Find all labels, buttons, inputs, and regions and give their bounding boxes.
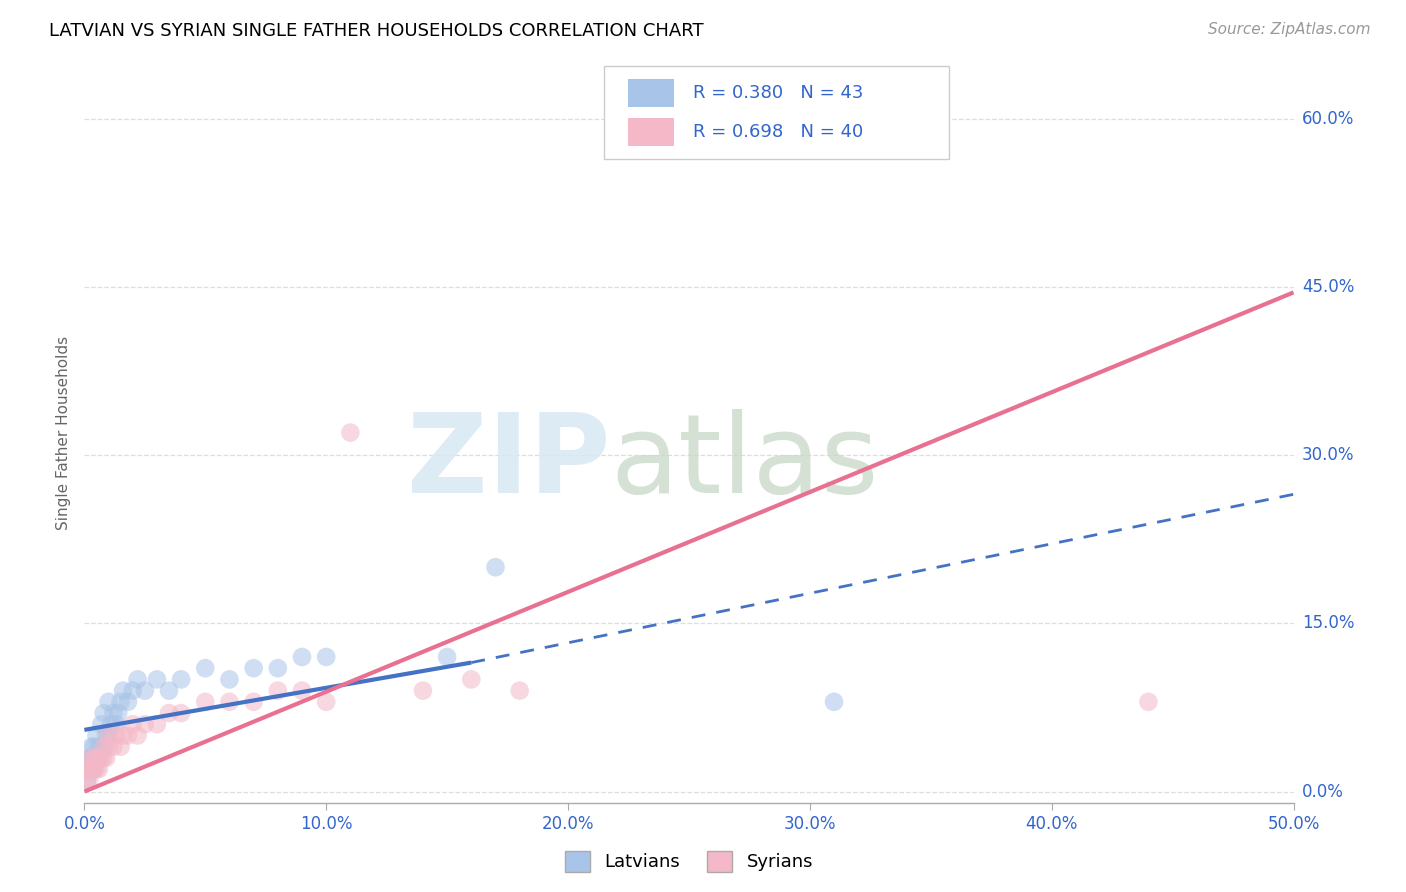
Point	[97, 739, 120, 754]
Point	[157, 683, 180, 698]
Bar	[628, 78, 675, 107]
FancyBboxPatch shape	[605, 66, 949, 159]
Point	[242, 695, 264, 709]
Point	[146, 673, 169, 687]
Point	[484, 560, 506, 574]
Point	[121, 683, 143, 698]
Point	[110, 739, 132, 754]
Point	[315, 695, 337, 709]
Point	[218, 673, 240, 687]
Point	[97, 695, 120, 709]
Point	[97, 729, 120, 743]
Text: 45.0%: 45.0%	[1302, 277, 1354, 296]
Point	[267, 683, 290, 698]
Point	[103, 739, 125, 754]
Point	[86, 762, 108, 776]
Point	[80, 751, 103, 765]
Point	[127, 729, 149, 743]
Point	[117, 729, 139, 743]
Point	[134, 717, 156, 731]
Text: LATVIAN VS SYRIAN SINGLE FATHER HOUSEHOLDS CORRELATION CHART: LATVIAN VS SYRIAN SINGLE FATHER HOUSEHOL…	[49, 22, 704, 40]
Point	[87, 751, 110, 765]
Point	[170, 673, 193, 687]
Point	[339, 425, 361, 440]
Text: 0.0%: 0.0%	[1302, 782, 1344, 801]
Point	[94, 751, 117, 765]
Point	[93, 739, 115, 754]
Point	[83, 739, 105, 754]
Point	[170, 706, 193, 720]
Point	[90, 751, 112, 765]
Text: R = 0.698   N = 40: R = 0.698 N = 40	[693, 123, 863, 141]
Text: 15.0%: 15.0%	[1302, 615, 1354, 632]
Point	[134, 683, 156, 698]
Point	[93, 739, 115, 754]
Point	[242, 661, 264, 675]
Point	[87, 751, 110, 765]
Point	[93, 706, 115, 720]
Point	[100, 717, 122, 731]
Point	[90, 717, 112, 731]
Point	[76, 773, 98, 788]
Legend: Latvians, Syrians: Latvians, Syrians	[557, 844, 821, 879]
Point	[823, 695, 845, 709]
Point	[107, 706, 129, 720]
Point	[460, 673, 482, 687]
Point	[1137, 695, 1160, 709]
Point	[146, 717, 169, 731]
Point	[157, 706, 180, 720]
Point	[90, 739, 112, 754]
Point	[412, 683, 434, 698]
Point	[77, 773, 100, 788]
Point	[77, 762, 100, 776]
Text: Source: ZipAtlas.com: Source: ZipAtlas.com	[1208, 22, 1371, 37]
Point	[112, 729, 135, 743]
Point	[83, 762, 105, 776]
Point	[76, 762, 98, 776]
Point	[194, 661, 217, 675]
Y-axis label: Single Father Households: Single Father Households	[56, 335, 72, 530]
Point	[83, 762, 105, 776]
Point	[291, 683, 314, 698]
Text: 30.0%: 30.0%	[1302, 446, 1354, 464]
Point	[86, 751, 108, 765]
Point	[76, 773, 98, 788]
Point	[194, 695, 217, 709]
Point	[93, 751, 115, 765]
Point	[86, 729, 108, 743]
Text: ZIP: ZIP	[406, 409, 610, 516]
Point	[77, 762, 100, 776]
Point	[127, 673, 149, 687]
Text: 60.0%: 60.0%	[1302, 110, 1354, 128]
Text: atlas: atlas	[610, 409, 879, 516]
Point	[77, 751, 100, 765]
Point	[87, 739, 110, 754]
Point	[80, 751, 103, 765]
Point	[436, 650, 458, 665]
Point	[267, 661, 290, 675]
Point	[315, 650, 337, 665]
Point	[97, 729, 120, 743]
Point	[104, 717, 127, 731]
Point	[94, 729, 117, 743]
Point	[121, 717, 143, 731]
Point	[80, 762, 103, 776]
Bar	[628, 118, 675, 146]
Point	[83, 751, 105, 765]
Point	[117, 695, 139, 709]
Point	[76, 762, 98, 776]
Point	[86, 751, 108, 765]
Point	[87, 762, 110, 776]
Point	[104, 729, 127, 743]
Point	[83, 751, 105, 765]
Point	[112, 683, 135, 698]
Point	[291, 650, 314, 665]
Point	[509, 683, 531, 698]
Point	[218, 695, 240, 709]
Point	[103, 706, 125, 720]
Text: R = 0.380   N = 43: R = 0.380 N = 43	[693, 84, 863, 102]
Point	[80, 739, 103, 754]
Point	[80, 762, 103, 776]
Point	[110, 695, 132, 709]
